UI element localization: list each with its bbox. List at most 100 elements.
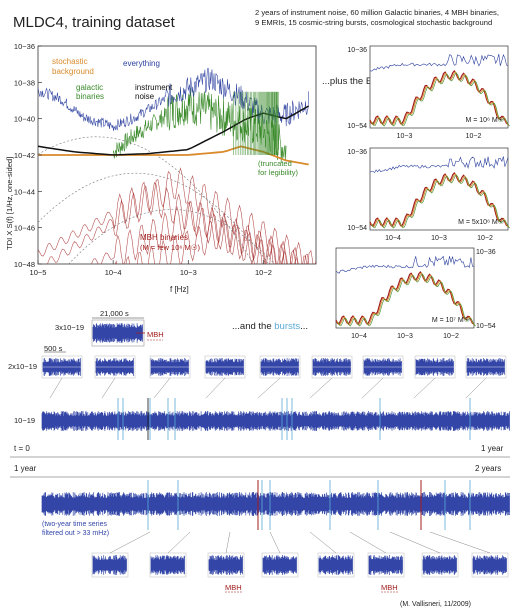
bottom-snippet-noise bbox=[368, 555, 403, 575]
emri-panel: M = 10⁶ M☉ 10−36 10−54 10−3 10−2 bbox=[347, 45, 511, 140]
emri-y-top-label: 10−36 bbox=[476, 249, 496, 256]
emri-y-bottom-label: 10−54 bbox=[347, 123, 367, 130]
spectrum-chart: 10−36 10−38 10−40 10−42 10−44 10−46 10−48 10−5… bbox=[5, 42, 317, 294]
bottom-connector bbox=[109, 531, 151, 554]
spectrum-y-tick-label: 10−36 bbox=[14, 42, 35, 51]
spectrum-y-axis-label: TDI X S(f) [1/Hz, one-sided] bbox=[5, 157, 14, 250]
emri-everything-curve bbox=[369, 54, 509, 72]
emri-mass-label: M = 10⁶ M☉ bbox=[465, 116, 504, 124]
bottom-snippet-noise bbox=[208, 555, 243, 575]
burst-snippets-bottom bbox=[91, 531, 509, 593]
year2-note: (two-year time series filtered out > 33 … bbox=[42, 521, 109, 537]
year1-amplitude: 10−19 bbox=[14, 416, 35, 425]
emri-x-tick-label: 10−2 bbox=[443, 333, 459, 340]
emri-x-tick-label: 10−3 bbox=[397, 133, 413, 140]
label-instrument-noise: instrument noise bbox=[135, 83, 175, 101]
bottom-mbh-label-2: MBH bbox=[381, 583, 398, 592]
figure-description-line-1: 2 years of instrument noise, 60 million … bbox=[255, 8, 499, 17]
emri-panel-frame bbox=[369, 45, 509, 129]
figure-title: MLDC4, training dataset bbox=[13, 14, 176, 31]
mbh-burst-inset bbox=[91, 317, 163, 347]
spectrum-x-axis-label: f [Hz] bbox=[170, 285, 189, 294]
emri-title: ...plus the EMRIs... bbox=[322, 76, 402, 87]
bottom-connector bbox=[309, 531, 337, 554]
spectrum-y-tick-label: 10−46 bbox=[14, 224, 35, 233]
spectrum-x-tick-label: 10−4 bbox=[105, 268, 122, 277]
emri-x-tick-label: 10−4 bbox=[351, 333, 367, 340]
label-galactic-line-2: binaries bbox=[76, 92, 104, 101]
emri-title-line-1: ...plus the EMRIs... bbox=[322, 76, 402, 87]
emri-waveform bbox=[370, 173, 510, 228]
emri-x-tick-label: 10−3 bbox=[431, 235, 447, 242]
bottom-connector bbox=[225, 531, 231, 554]
burst-snippets-top bbox=[41, 351, 507, 399]
inset-duration: 21,000 s bbox=[100, 309, 129, 318]
snippet-amplitude: 2x10−19 bbox=[8, 362, 37, 371]
burst-connector bbox=[257, 377, 281, 399]
bottom-snippet-noise bbox=[472, 555, 507, 575]
year1-noise bbox=[41, 411, 510, 431]
label-stochastic-line-1: stochastic bbox=[52, 57, 88, 66]
burst-connector bbox=[465, 377, 487, 399]
emri-waveform bbox=[337, 273, 477, 327]
spectrum-y-tick-label: 10−42 bbox=[14, 151, 35, 160]
emri-waveform bbox=[336, 272, 476, 326]
burst-connector bbox=[205, 377, 226, 399]
emri-panels: M = 10⁶ M☉ 10−36 10−54 10−3 10−2 M = 5x10⁶ M☉… bbox=[335, 45, 511, 340]
bottom-connector bbox=[429, 531, 491, 554]
bursts-title-suffix: ... bbox=[300, 321, 308, 332]
mbh-dashed-curve bbox=[68, 209, 275, 264]
inset-mbh-label: MBH bbox=[147, 330, 164, 339]
emri-x-tick-label: 10−4 bbox=[385, 235, 401, 242]
bottom-snippet-noise bbox=[262, 555, 297, 575]
bottom-snippet-noise bbox=[92, 555, 127, 575]
year2-end: 2 years bbox=[475, 464, 501, 473]
emri-y-bottom-label: 10−54 bbox=[476, 323, 496, 330]
label-truncated-line-2: for legibility) bbox=[258, 168, 299, 177]
emri-mass-label: M = 5x10⁶ M☉ bbox=[458, 218, 504, 226]
label-galactic-line-1: galactic bbox=[76, 83, 103, 92]
year2-note-line-2: filtered out > 33 mHz) bbox=[42, 530, 109, 537]
timeseries-year-1 bbox=[10, 398, 510, 458]
emri-panel-frame bbox=[369, 147, 509, 231]
spectrum-y-tick-label: 10−38 bbox=[14, 78, 35, 87]
burst-connector bbox=[413, 377, 436, 399]
spectrum-y-tick-label: 10−48 bbox=[14, 260, 35, 269]
bottom-connector bbox=[349, 531, 387, 554]
bottom-connector bbox=[269, 531, 281, 554]
mbh-dashed-curve bbox=[38, 172, 269, 264]
burst-connector bbox=[101, 377, 116, 399]
label-mbh-mass: (M = few 10⁶ M☉) bbox=[140, 243, 201, 252]
label-everything: everything bbox=[123, 59, 160, 68]
mbh-binary-curve bbox=[115, 217, 316, 264]
emri-waveform bbox=[371, 72, 511, 127]
emri-panel: M = 10⁷ M☉ 10−36 10−54 10−4 10−3 10−2 bbox=[335, 247, 496, 340]
emri-everything-curve bbox=[335, 255, 475, 274]
mbh-binary-curve bbox=[38, 167, 314, 264]
spectrum-x-tick-label: 10−3 bbox=[180, 268, 197, 277]
year2-start: 1 year bbox=[14, 464, 37, 473]
emri-panel: M = 5x10⁶ M☉ 10−36 10−54 10−4 10−3 10−2 bbox=[347, 147, 511, 242]
label-noise-line-2: noise bbox=[135, 92, 155, 101]
bursts-title-highlight: bursts bbox=[274, 321, 300, 332]
emri-waveform bbox=[371, 174, 511, 229]
label-stochastic-line-2: background bbox=[52, 67, 94, 76]
label-galactic: galactic binaries bbox=[76, 83, 105, 101]
mbh-dashed-curve bbox=[38, 136, 254, 264]
label-mbh-binaries: MBH binaries bbox=[140, 233, 188, 242]
year2-noise bbox=[41, 492, 510, 516]
inset-amplitude: 3x10−19 bbox=[55, 323, 84, 332]
label-truncated-line-1: (truncated bbox=[258, 159, 292, 168]
spectrum-y-tick-label: 10−40 bbox=[14, 115, 35, 124]
burst-connector bbox=[361, 377, 384, 399]
spectrum-series-group bbox=[38, 67, 316, 264]
bottom-snippet-noise bbox=[422, 555, 457, 575]
bottom-connector bbox=[389, 531, 441, 554]
burst-connector bbox=[49, 377, 63, 399]
emri-x-tick-label: 10−2 bbox=[477, 235, 493, 242]
bottom-mbh-label-1: MBH bbox=[225, 583, 242, 592]
snippet-duration: 500 s bbox=[44, 344, 63, 353]
emri-y-bottom-label: 10−54 bbox=[347, 225, 367, 232]
burst-connector bbox=[153, 377, 171, 399]
bottom-snippet-noise bbox=[318, 555, 353, 575]
